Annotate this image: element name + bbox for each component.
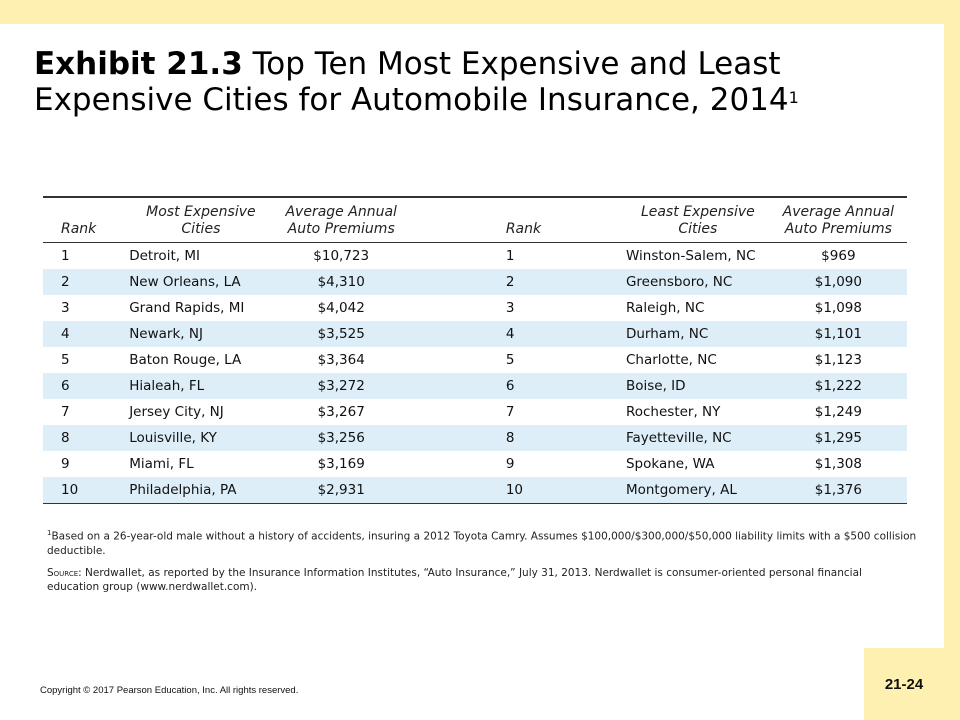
premium-cell: $3,525 [272, 321, 410, 347]
city-cell-2: Greensboro, NC [625, 269, 770, 295]
header-rank: Rank [43, 196, 130, 243]
source-note: Source: Nerdwallet, as reported by the I… [47, 566, 917, 594]
table-row: 1 Detroit, MI $10,723 1 Winston-Salem, N… [43, 243, 907, 270]
rank-cell-2: 9 [505, 456, 515, 472]
source-label: Source: [47, 566, 82, 579]
rank-cell-2: 1 [505, 248, 515, 264]
premium-cell-2: $1,101 [769, 321, 907, 347]
header-average-premium-2: Average Annual Auto Premiums [769, 196, 907, 243]
table-row: 4 Newark, NJ $3,525 4 Durham, NC $1,101 [43, 321, 907, 347]
rank-cell: 9 [61, 456, 70, 472]
rank-cell-2: 6 [409, 373, 626, 399]
rank-cell: 3 [61, 300, 70, 316]
slide-title: Exhibit 21.3 Top Ten Most Expensive and … [34, 46, 914, 118]
title-text: Top Ten Most Expensive and Least Expensi… [34, 46, 789, 118]
city-cell: Baton Rouge, LA [129, 352, 242, 368]
rank-cell-2: 3 [505, 300, 515, 316]
page-number: 21-24 [884, 676, 924, 693]
premium-cell-2: $1,295 [769, 425, 907, 451]
city-cell: Miami, FL [129, 456, 194, 472]
footnote-mark: 1 [47, 529, 52, 537]
table-row: 3 Grand Rapids, MI $4,042 3 Raleigh, NC … [43, 295, 907, 321]
city-cell-2: Fayetteville, NC [625, 425, 770, 451]
city-cell: New Orleans, LA [129, 269, 273, 295]
rank-cell: 8 [43, 425, 130, 451]
rank-cell: 6 [43, 373, 130, 399]
city-cell: Jersey City, NJ [129, 404, 224, 420]
header-most-expensive-cities: Most Expensive Cities [129, 196, 273, 243]
city-cell-2: Boise, ID [625, 373, 770, 399]
city-cell: Hialeah, FL [129, 373, 273, 399]
rank-cell-2: 2 [409, 269, 626, 295]
city-cell-2: Raleigh, NC [625, 300, 705, 316]
city-cell: Louisville, KY [129, 425, 273, 451]
premium-cell-2: $1,090 [769, 269, 907, 295]
rank-cell: 2 [43, 269, 130, 295]
rank-cell: 4 [43, 321, 130, 347]
city-cell-2: Winston-Salem, NC [625, 248, 756, 264]
rank-cell: 5 [61, 352, 70, 368]
premium-cell-2: $1,123 [814, 352, 862, 368]
premium-cell-2: $1,249 [814, 404, 862, 420]
city-cell: Philadelphia, PA [129, 477, 273, 504]
premium-cell: $3,256 [272, 425, 410, 451]
footnote: 1Based on a 26-year-old male without a h… [47, 526, 917, 558]
page-number-box: 21-24 [864, 648, 944, 720]
premium-cell: $3,169 [317, 456, 365, 472]
rank-cell-2: 5 [505, 352, 515, 368]
table-header-row: Rank Most Expensive Cities Average Annual… [43, 196, 907, 243]
city-cell: Grand Rapids, MI [129, 300, 245, 316]
premium-cell: $4,310 [272, 269, 410, 295]
city-cell-2: Rochester, NY [625, 404, 721, 420]
city-cell: Newark, NJ [129, 321, 273, 347]
table-notes: 1Based on a 26-year-old male without a h… [47, 526, 917, 602]
header-least-expensive-cities: Least Expensive Cities [625, 196, 770, 243]
source-text: Nerdwallet, as reported by the Insurance… [47, 566, 862, 593]
rank-cell-2: 4 [409, 321, 626, 347]
title-footnote-mark: 1 [788, 88, 799, 107]
rank-cell-2: 8 [409, 425, 626, 451]
table-row: 6 Hialeah, FL $3,272 6 Boise, ID $1,222 [43, 373, 907, 399]
right-frame-band [944, 0, 960, 720]
table-row: 2 New Orleans, LA $4,310 2 Greensboro, N… [43, 269, 907, 295]
premium-cell-2: $1,308 [814, 456, 862, 472]
table-row: 9 Miami, FL $3,169 9 Spokane, WA $1,308 [43, 451, 907, 477]
rank-cell-2: 7 [505, 404, 515, 420]
header-rank-2: Rank [409, 196, 626, 243]
slide: Exhibit 21.3 Top Ten Most Expensive and … [0, 24, 944, 720]
premium-cell-2: $1,222 [769, 373, 907, 399]
table-row: 8 Louisville, KY $3,256 8 Fayetteville, … [43, 425, 907, 451]
city-cell-2: Durham, NC [625, 321, 770, 347]
table-row: 10 Philadelphia, PA $2,931 10 Montgomery… [43, 477, 907, 504]
city-cell-2: Charlotte, NC [625, 352, 717, 368]
table-row: 7 Jersey City, NJ $3,267 7 Rochester, NY… [43, 399, 907, 425]
title-exhibit-label: Exhibit 21.3 [34, 46, 243, 82]
premium-cell-2: $969 [821, 248, 856, 264]
rank-cell: 1 [61, 248, 70, 264]
premium-cell: $3,364 [317, 352, 365, 368]
city-cell-2: Montgomery, AL [625, 477, 770, 504]
header-average-premium: Average Annual Auto Premiums [272, 196, 410, 243]
rank-cell-2: 10 [409, 477, 626, 504]
premium-cell: $2,931 [272, 477, 410, 504]
premium-cell-2: $1,376 [769, 477, 907, 504]
premium-cell: $3,272 [272, 373, 410, 399]
copyright-notice: Copyright © 2017 Pearson Education, Inc.… [40, 685, 299, 696]
premium-cell-2: $1,098 [814, 300, 862, 316]
rank-cell: 7 [61, 404, 70, 420]
table-row: 5 Baton Rouge, LA $3,364 5 Charlotte, NC… [43, 347, 907, 373]
footnote-text: Based on a 26-year-old male without a hi… [47, 530, 917, 557]
premium-cell: $4,042 [317, 300, 365, 316]
insurance-table-container: Rank Most Expensive Cities Average Annual… [43, 196, 907, 504]
top-frame-band [0, 0, 960, 24]
insurance-table: Rank Most Expensive Cities Average Annual… [43, 196, 907, 504]
premium-cell: $3,267 [317, 404, 365, 420]
premium-cell: $10,723 [313, 248, 370, 264]
table-body: 1 Detroit, MI $10,723 1 Winston-Salem, N… [43, 243, 907, 504]
city-cell: Detroit, MI [129, 248, 200, 264]
city-cell-2: Spokane, WA [625, 456, 715, 472]
rank-cell: 10 [43, 477, 130, 504]
